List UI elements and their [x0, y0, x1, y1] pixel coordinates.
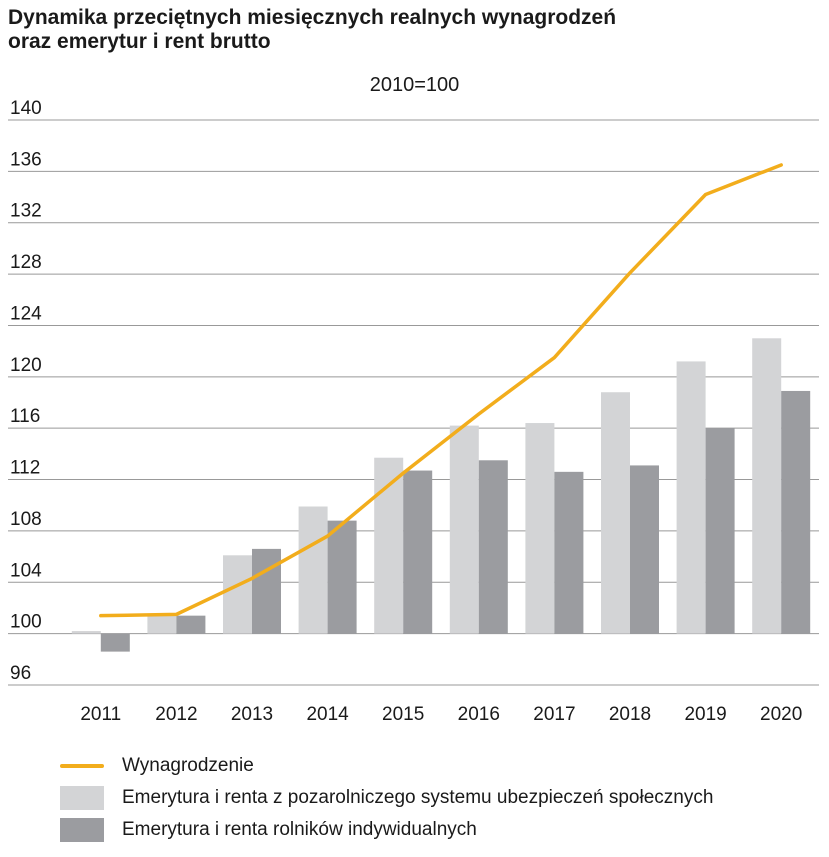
chart-subtitle: 2010=100: [369, 74, 460, 96]
y-tick-label: 100: [10, 612, 42, 633]
bar-non-farm-pension-2020: [752, 338, 782, 634]
legend-item-non-farm-pensions: Emerytura i renta z pozarolniczego syste…: [60, 782, 713, 814]
legend-swatch-farmer-pensions: [60, 818, 104, 842]
x-tick-label-2011: 2011: [80, 704, 121, 725]
grid-layer: [8, 119, 819, 686]
y-tick-label: 140: [10, 98, 42, 119]
x-tick-label-2017: 2017: [533, 704, 575, 725]
line-layer: [99, 163, 783, 618]
x-tick-label-2015: 2015: [382, 704, 424, 725]
chart-legend: Wynagrodzenie Emerytura i renta z pozaro…: [60, 750, 713, 846]
legend-swatch-wages: [60, 764, 104, 768]
x-tick-label-2016: 2016: [458, 704, 500, 725]
chart-title: Dynamika przeciętnych miesięcznych realn…: [8, 6, 616, 54]
y-tick-label: 124: [10, 303, 42, 324]
wages-line: [99, 163, 783, 618]
y-tick-label: 132: [10, 201, 42, 222]
bar-farmer-pension-2016: [478, 460, 508, 634]
legend-label-non-farm-pensions: Emerytura i renta z pozarolniczego syste…: [122, 787, 714, 808]
bar-farmer-pension-2013: [252, 548, 281, 634]
bar-non-farm-pension-2011: [71, 631, 101, 634]
x-tick-label-2020: 2020: [760, 704, 802, 725]
chart-title-line-2: oraz emerytur i rent brutto: [8, 30, 271, 53]
bar-farmer-pension-2014: [327, 520, 357, 634]
bar-non-farm-pension-2017: [525, 423, 555, 634]
bar-farmer-pension-2012: [176, 615, 206, 634]
bar-farmer-pension-2018: [630, 465, 659, 634]
bar-non-farm-pension-2013: [223, 555, 252, 634]
bar-farmer-pension-2020: [781, 390, 811, 634]
bar-non-farm-pension-2018: [601, 392, 630, 634]
y-tick-label: 120: [10, 355, 42, 376]
y-tick-label: 136: [10, 149, 42, 170]
legend-label-wages: Wynagrodzenie: [122, 755, 254, 776]
x-tick-label-2012: 2012: [155, 704, 197, 725]
y-tick-label: 96: [10, 663, 31, 684]
x-tick-label-2018: 2018: [609, 704, 651, 725]
y-tick-label: 128: [10, 252, 42, 273]
bars-layer: [71, 338, 811, 652]
bar-non-farm-pension-2014: [298, 506, 328, 634]
legend-item-wages: Wynagrodzenie: [60, 750, 713, 782]
y-tick-label: 104: [10, 560, 42, 581]
x-tick-label-2019: 2019: [684, 704, 726, 725]
bar-non-farm-pension-2016: [449, 425, 479, 634]
legend-item-farmer-pensions: Emerytura i renta rolników indywidualnyc…: [60, 814, 713, 846]
bar-farmer-pension-2011: [100, 633, 130, 652]
chart-title-line-1: Dynamika przeciętnych miesięcznych realn…: [8, 6, 617, 29]
x-tick-label-2014: 2014: [306, 704, 349, 725]
y-tick-label: 116: [10, 406, 40, 427]
x-axis: 2011 2012 2013 2014 2015 2016 2017 2018 2019 2020: [80, 704, 802, 725]
bar-non-farm-pension-2019: [676, 361, 706, 634]
bar-non-farm-pension-2012: [147, 615, 177, 634]
chart-plot: 96 100 104 108 112 116 120 124 128 132 136 140 2011…: [8, 98, 819, 725]
x-tick-label-2013: 2013: [231, 704, 273, 725]
bar-farmer-pension-2019: [705, 428, 735, 634]
legend-swatch-non-farm-pensions: [60, 786, 104, 810]
y-axis: 96 100 104 108 112 116 120 124 128 132 136 140: [10, 98, 42, 684]
y-tick-label: 108: [10, 509, 42, 530]
legend-label-farmer-pensions: Emerytura i renta rolników indywidualnyc…: [122, 819, 477, 840]
y-tick-label: 112: [10, 458, 40, 479]
bar-farmer-pension-2015: [403, 470, 433, 634]
bar-farmer-pension-2017: [554, 471, 584, 634]
